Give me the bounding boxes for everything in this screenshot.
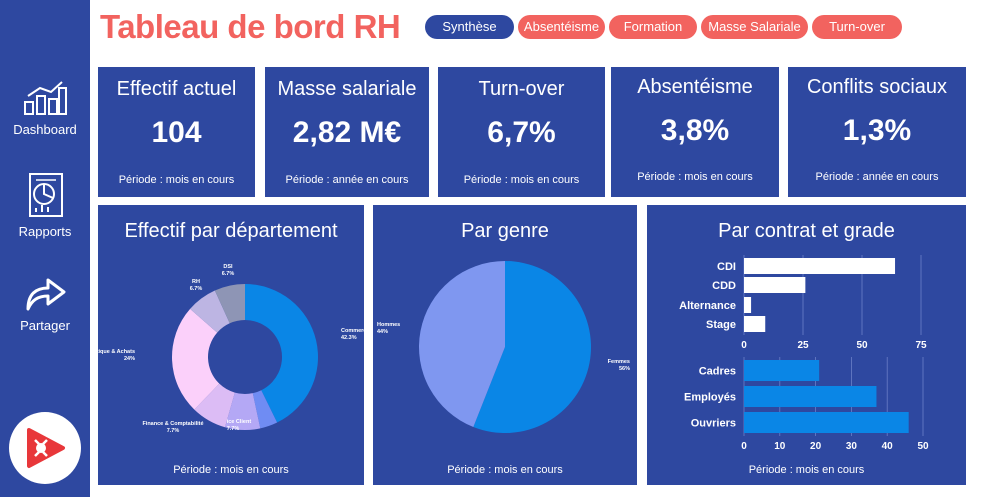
kpi-card-masse-salariale: Masse salariale 2,82 M€ Période : année … <box>265 67 429 197</box>
donut-slice <box>190 290 230 333</box>
sidebar-item-partager[interactable]: Partager <box>0 276 90 333</box>
kpi-value: 104 <box>151 116 202 149</box>
kpi-label: Masse salariale <box>277 78 417 100</box>
brand-logo[interactable] <box>9 412 81 484</box>
pie-slice-label: 56% <box>619 366 630 372</box>
pie-slice-label: 44% <box>377 329 388 335</box>
donut-slice <box>245 284 318 423</box>
bar <box>744 277 806 293</box>
donut-slice-label: 24% <box>124 356 135 362</box>
panel-period: Période : mois en cours <box>748 464 865 476</box>
donut-slice-label: 6.7% <box>222 271 235 277</box>
x-tick-label: 50 <box>856 340 868 351</box>
kpi-value: 6,7% <box>487 116 556 149</box>
donut-slice <box>194 383 235 428</box>
brand-logo-icon <box>27 428 65 468</box>
x-tick-label: 0 <box>741 441 747 452</box>
kpi-label: Effectif actuel <box>116 78 237 100</box>
kpi-label: Turn-over <box>478 78 565 100</box>
donut-slice <box>224 392 261 430</box>
sidebar-item-label: Rapports <box>18 224 72 239</box>
panel-title: Par genre <box>461 220 549 242</box>
donut-slice-label: 42.3% <box>341 335 357 341</box>
tab-masse-salariale[interactable]: Masse Salariale <box>701 15 808 39</box>
donut-slice-label: RH <box>192 279 200 285</box>
bar <box>744 386 877 407</box>
category-label: Alternance <box>679 300 736 312</box>
report-icon <box>29 173 63 217</box>
donut-slice-label: 6.7% <box>190 286 203 292</box>
page-title: Tableau de bord RH <box>100 8 401 45</box>
donut-slice <box>172 308 220 410</box>
category-label: Ouvriers <box>691 418 736 430</box>
bar <box>744 297 752 313</box>
kpi-period: Période : mois en cours <box>637 171 753 183</box>
kpi-card-turn-over: Turn-over 6,7% Période : mois en cours <box>438 67 605 197</box>
category-label: Stage <box>706 319 736 331</box>
kpi-period: Période : mois en cours <box>118 174 235 186</box>
x-tick-label: 30 <box>846 441 858 452</box>
sidebar-item-label: Dashboard <box>13 122 77 137</box>
tab-absenteisme[interactable]: Absentéisme <box>518 15 605 39</box>
x-tick-label: 0 <box>741 340 747 351</box>
category-label: CDD <box>712 280 736 292</box>
kpi-label: Absentéisme <box>637 76 753 98</box>
sidebar-item-rapports[interactable]: Rapports <box>0 172 90 239</box>
tab-synthese[interactable]: Synthèse <box>425 15 514 39</box>
panel-effectif-departement: Effectif par département Commerce42.3% Se… <box>98 205 364 485</box>
panel-title: Effectif par département <box>124 220 338 242</box>
kpi-period: Période : année en cours <box>285 174 409 186</box>
sidebar-item-dashboard[interactable]: Dashboard <box>0 80 90 137</box>
kpi-period: Période : année en cours <box>815 171 939 183</box>
donut-slice <box>252 390 278 429</box>
panel-title: Par contrat et grade <box>718 220 895 242</box>
pie-slice-label: Hommes <box>377 322 400 328</box>
x-tick-label: 20 <box>810 441 822 452</box>
sidebar: Dashboard Rapports Partager <box>0 0 90 497</box>
panel-period: Période : mois en cours <box>447 464 563 476</box>
kpi-value: 1,3% <box>842 114 912 147</box>
donut-slice-label: DSI <box>223 264 233 270</box>
category-label: CDI <box>717 261 736 273</box>
share-arrow-icon <box>26 278 66 311</box>
x-tick-label: 75 <box>915 340 927 351</box>
kpi-card-conflits-sociaux: Conflits sociaux 1,3% Période : année en… <box>788 67 966 197</box>
bar <box>744 412 909 433</box>
donut-slice <box>214 284 245 324</box>
bar <box>744 316 766 332</box>
donut-slice-label: 7.7% <box>227 426 240 432</box>
kpi-period: Période : mois en cours <box>463 174 580 186</box>
bar-charts: 0 25 50 75 CDI CDD Alternance Stage 0 10 20 30 40 50 C… <box>679 255 929 452</box>
donut-slice-label: Logistique & Achats <box>98 349 135 355</box>
donut-slice-label: Commerce <box>341 328 364 334</box>
sidebar-item-label: Partager <box>20 318 70 333</box>
pie-slice <box>473 261 591 433</box>
category-label: Cadres <box>699 366 736 378</box>
tab-formation[interactable]: Formation <box>609 15 697 39</box>
x-tick-label: 50 <box>917 441 929 452</box>
bar <box>744 258 896 274</box>
kpi-card-effectif: Effectif actuel 104 Période : mois en co… <box>98 67 255 197</box>
kpi-value: 2,82 M€ <box>292 116 402 149</box>
category-label: Employés <box>684 392 736 404</box>
panel-contrat-grade: Par contrat et grade 0 25 50 75 CDI CDD Altern… <box>647 205 966 485</box>
kpi-value: 3,8% <box>660 114 730 147</box>
x-tick-label: 25 <box>797 340 809 351</box>
panel-period: Période : mois en cours <box>173 464 289 476</box>
tab-turn-over[interactable]: Turn-over <box>812 15 902 39</box>
donut-slice-label: Service Client <box>215 419 252 425</box>
kpi-card-absenteisme: Absentéisme 3,8% Période : mois en cours <box>611 67 779 197</box>
donut-slice-label: 7.7% <box>167 428 180 434</box>
x-tick-label: 10 <box>774 441 786 452</box>
kpi-label: Conflits sociaux <box>806 76 948 98</box>
bar <box>744 360 820 381</box>
pie-slice <box>419 261 505 427</box>
panel-par-genre: Par genre Femmes 56% Hommes 44% Période : m… <box>373 205 637 485</box>
x-tick-label: 40 <box>882 441 894 452</box>
donut-slice-label: Finance & Comptabilité <box>142 421 203 427</box>
pie-slice-label: Femmes <box>608 359 630 365</box>
bar-chart-icon <box>24 81 67 115</box>
